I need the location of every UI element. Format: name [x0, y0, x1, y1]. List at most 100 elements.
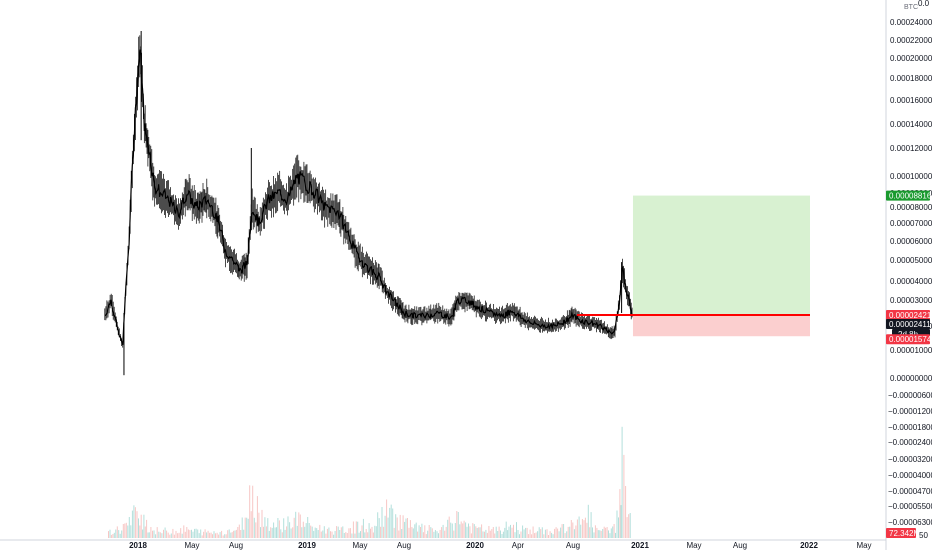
price-tick-label: 0.00020000 — [890, 54, 932, 63]
price-tick-label: 0.00003000 — [890, 296, 932, 305]
volume-bar — [497, 531, 499, 538]
volume-bar — [436, 531, 438, 538]
volume-bar — [323, 526, 325, 538]
volume-bar — [501, 534, 503, 538]
volume-bar — [278, 520, 280, 538]
volume-bar — [558, 531, 560, 538]
volume-bar — [548, 535, 549, 538]
volume-bar — [286, 526, 288, 538]
volume-bar — [576, 519, 578, 538]
price-candles — [104, 31, 633, 376]
volume-bar — [485, 529, 487, 538]
volume-axis[interactable]: −0.00000600 −0.00001200 −0.00001800 −0.0000… — [888, 391, 932, 527]
volume-bar — [418, 525, 420, 538]
volume-bar — [325, 533, 327, 538]
volume-bar — [203, 531, 205, 538]
volume-tick-label: −0.00000600 — [888, 391, 932, 400]
volume-bar — [210, 532, 212, 538]
volume-bar — [494, 533, 496, 538]
volume-bar — [228, 529, 230, 538]
volume-bar — [508, 526, 510, 538]
time-axis[interactable]: 2018 May Aug 2019 May Aug 2020 Apr Aug 2021 May Aug… — [129, 541, 871, 550]
volume-bar — [629, 513, 631, 538]
volume-bar — [256, 496, 258, 538]
volume-bar — [433, 531, 435, 538]
price-tick-label: 0.00008000 — [890, 203, 932, 212]
volume-bar — [584, 517, 586, 538]
volume-bar — [215, 533, 216, 538]
volume-bar — [189, 530, 191, 538]
volume-bar — [181, 533, 183, 538]
volume-bar — [460, 521, 462, 538]
volume-bar — [140, 514, 142, 538]
volume-bar — [370, 528, 371, 538]
volume-bar — [386, 499, 388, 538]
volume-bar — [241, 517, 243, 538]
volume-bar — [447, 519, 449, 538]
volume-bar — [113, 532, 115, 538]
volume-bar — [264, 517, 266, 538]
volume-bar — [609, 533, 611, 538]
currency-label: BTC — [904, 4, 918, 11]
volume-bar — [317, 530, 319, 538]
price-tick-label: 0.00005000 — [890, 256, 932, 265]
volume-bar — [425, 534, 427, 538]
volume-bar — [197, 529, 199, 538]
volume-bar — [298, 512, 300, 538]
volume-bar — [138, 518, 139, 538]
volume-bar — [343, 533, 345, 538]
volume-bar — [340, 527, 342, 538]
volume-bar — [428, 525, 430, 538]
volume-bar — [399, 514, 401, 538]
volume-bar — [170, 533, 172, 538]
volume-bar — [153, 530, 155, 538]
volume-bar — [482, 531, 484, 538]
volume-tick-label: −0.00004000 — [888, 471, 932, 480]
volume-bar — [479, 527, 481, 538]
volume-bar — [235, 529, 237, 538]
volume-bar — [389, 507, 391, 538]
volume-bar — [308, 523, 310, 538]
volume-bar — [600, 530, 602, 538]
volume-bar — [281, 532, 283, 538]
volume-bar — [589, 527, 591, 538]
volume-bar — [407, 518, 408, 538]
volume-bars — [108, 426, 631, 538]
volume-bar — [252, 485, 254, 538]
volume-bar — [427, 530, 429, 538]
volume-bar — [121, 530, 123, 538]
volume-bar — [122, 524, 124, 538]
volume-bar — [563, 524, 565, 538]
volume-bar — [409, 520, 411, 538]
volume-bar — [519, 534, 520, 538]
volume-bar — [569, 526, 571, 538]
volume-bar — [274, 527, 276, 538]
volume-bar — [167, 532, 169, 538]
price-tick-label: 0.00000000 — [890, 374, 932, 383]
volume-bar — [422, 532, 424, 538]
volume-bar — [469, 526, 471, 538]
volume-bar — [597, 530, 599, 538]
volume-bar — [357, 521, 359, 538]
volume-bar — [372, 532, 374, 538]
volume-bar — [583, 520, 585, 538]
volume-bar — [221, 530, 223, 538]
volume-bar — [374, 525, 376, 538]
volume-bar — [216, 532, 218, 538]
volume-bar — [546, 529, 548, 538]
volume-bar — [131, 510, 133, 538]
volume-bar — [267, 518, 269, 538]
time-tick-label: Aug — [397, 541, 411, 550]
volume-bar — [227, 530, 229, 538]
time-tick-label: Aug — [229, 541, 243, 550]
volume-bar — [328, 527, 330, 538]
price-tick-label: 0.00022000 — [890, 36, 932, 45]
volume-bar — [314, 527, 316, 538]
price-tick-label: 0.00024000 — [890, 18, 932, 27]
volume-bar — [362, 518, 364, 538]
volume-bar — [295, 511, 297, 538]
volume-bar — [594, 525, 596, 538]
volume-bar — [280, 529, 282, 538]
volume-last-label: 72.342M — [889, 529, 920, 538]
